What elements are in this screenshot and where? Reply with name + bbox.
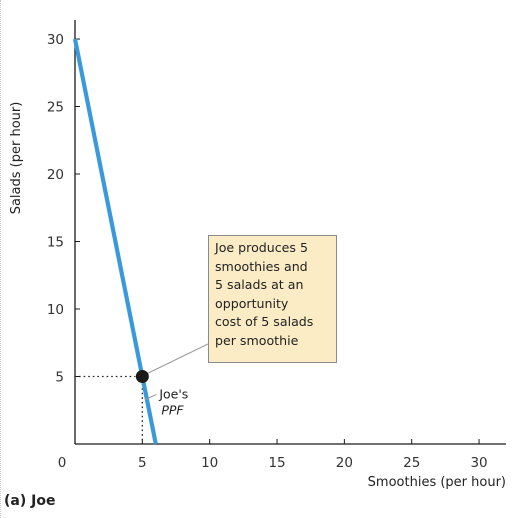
y-tick-label: 5 [55, 370, 64, 386]
y-tick-label: 15 [47, 235, 64, 251]
x-tick-label: 5 [138, 455, 147, 471]
x-tick-label: 25 [403, 455, 420, 471]
series-label-name: Joe's [158, 387, 188, 402]
x-tick-label: 20 [336, 455, 353, 471]
callout-leader-line [147, 343, 209, 374]
axis-titles: Smoothies (per hour) Salads (per hour) [9, 102, 506, 490]
highlight-point [135, 370, 149, 383]
tick-labels: 5 10 15 20 25 30 0 5 10 15 20 25 30 [47, 32, 488, 471]
axes [74, 20, 506, 445]
y-tick-label: 25 [47, 100, 64, 116]
ppf-line [72, 38, 158, 445]
x-tick-label: 30 [470, 455, 487, 471]
annotation-callout: Joe produces 5 smoothies and 5 salads at… [208, 235, 337, 363]
x-tick-label: 15 [268, 455, 285, 471]
y-tick-label: 30 [47, 32, 64, 48]
figure-caption: (a) Joe [4, 493, 56, 509]
guide-lines [79, 375, 143, 444]
series-label-ppf: PPF [161, 403, 184, 418]
page-edge-divider [0, 0, 2, 518]
y-axis-title: Salads (per hour) [9, 102, 24, 215]
x-tick-label: 10 [201, 455, 218, 471]
y-tick-label: 10 [47, 302, 64, 318]
series-label-leader [145, 394, 157, 400]
y-tick-label: 20 [47, 167, 64, 183]
origin-tick-label: 0 [58, 455, 67, 471]
x-axis-title: Smoothies (per hour) [368, 475, 506, 490]
